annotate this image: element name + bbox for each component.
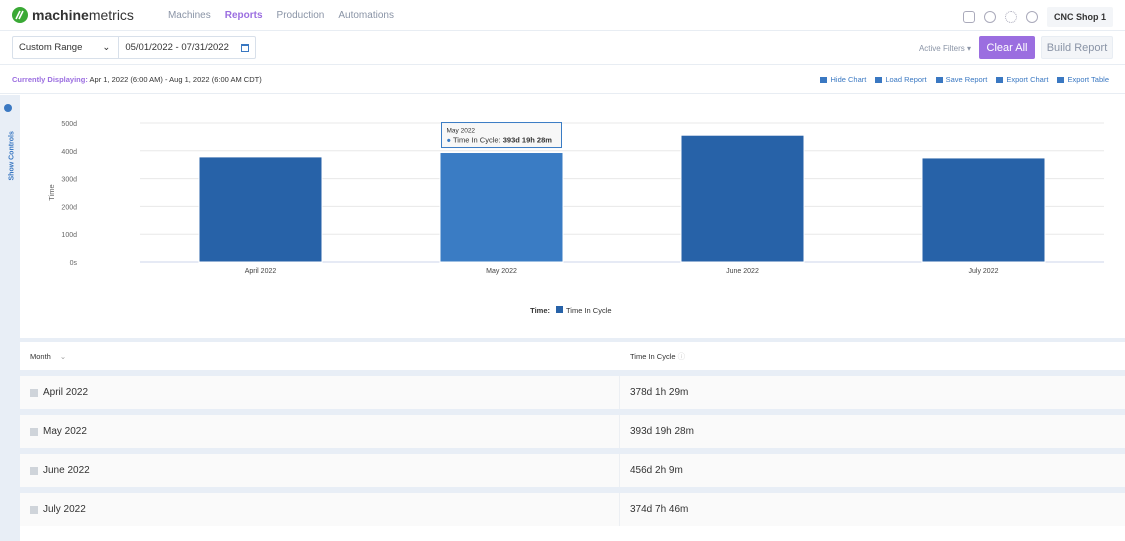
- table-row[interactable]: April 2022 378d 1h 29m: [20, 376, 1125, 409]
- hide-chart-link[interactable]: Hide Chart: [820, 75, 866, 84]
- display-bar: Currently Displaying: Apr 1, 2022 (6:00 …: [0, 65, 1125, 94]
- tooltip-title: May 2022: [447, 128, 476, 135]
- month-value: May 2022: [43, 426, 87, 437]
- header-time-in-cycle[interactable]: Time In Cycle ⓘ: [620, 351, 685, 362]
- show-controls-label[interactable]: Show Controls: [8, 131, 16, 181]
- save-report-link[interactable]: Save Report: [935, 75, 988, 84]
- nav-reports[interactable]: Reports: [224, 9, 263, 21]
- active-filters-dropdown[interactable]: Active Filters ▾: [918, 44, 971, 53]
- x-tick-label: July 2022: [969, 268, 999, 275]
- calendar-icon: [30, 505, 38, 514]
- brand-bold: machine: [32, 7, 89, 23]
- chevron-down-icon: ⌄: [102, 42, 111, 53]
- legend-swatch[interactable]: [556, 306, 563, 313]
- hide-chart-label: Hide Chart: [830, 75, 867, 84]
- range-select[interactable]: Custom Range ⌄: [13, 37, 120, 58]
- display-label: Currently Displaying:: [12, 75, 88, 84]
- table-row[interactable]: May 2022 393d 19h 28m: [20, 415, 1125, 448]
- nav-automations[interactable]: Automations: [338, 9, 394, 21]
- export-table-label: Export Table: [1067, 75, 1109, 84]
- report-toolbar: Custom Range ⌄ 05/01/2022 - 07/31/2022 Ac…: [0, 31, 1125, 65]
- month-value: April 2022: [43, 387, 89, 398]
- calendar-icon[interactable]: [240, 43, 249, 52]
- table-header: Month ⌄ Time In Cycle ⓘ: [20, 342, 1125, 370]
- legend-title: Time:: [530, 306, 550, 315]
- bar[interactable]: [198, 156, 323, 263]
- x-tick-label: April 2022: [245, 268, 277, 275]
- load-report-link[interactable]: Load Report: [875, 75, 927, 84]
- legend-item[interactable]: Time In Cycle: [566, 306, 612, 315]
- chart-icon: [996, 77, 1004, 83]
- tooltip-value: ● Time In Cycle: 393d 19h 28m: [447, 136, 553, 145]
- date-range-value: 05/01/2022 - 07/31/2022: [125, 42, 229, 53]
- logo[interactable]: machinemetrics: [12, 7, 134, 23]
- x-tick-label: June 2022: [726, 268, 759, 275]
- cell-month: July 2022: [20, 493, 620, 526]
- display-range: Apr 1, 2022 (6:00 AM) - Aug 1, 2022 (6:0…: [89, 75, 262, 84]
- bar[interactable]: [439, 152, 564, 263]
- month-value: June 2022: [43, 465, 90, 476]
- bar-chart: 0s 100d 200d 300d 400d 500d Time April 2022 May …: [47, 121, 1104, 315]
- table-row[interactable]: June 2022 456d 2h 9m: [20, 454, 1125, 487]
- folder-icon: [875, 77, 883, 83]
- chevron-down-icon: ⌄: [59, 351, 67, 361]
- y-tick-label: 400d: [61, 149, 77, 156]
- y-tick-label: 300d: [61, 177, 77, 184]
- logo-icon: [12, 7, 28, 23]
- cell-time: 456d 2h 9m: [630, 465, 683, 476]
- date-range-input[interactable]: 05/01/2022 - 07/31/2022: [119, 42, 255, 53]
- gear-icon[interactable]: [1004, 11, 1017, 23]
- info-icon: ⓘ: [677, 351, 686, 361]
- cell-time: 378d 1h 29m: [630, 387, 689, 398]
- y-tick-label: 200d: [61, 204, 77, 211]
- table-row[interactable]: July 2022 374d 7h 46m: [20, 493, 1125, 526]
- integrations-icon[interactable]: [962, 11, 975, 23]
- file-icon: [1057, 77, 1065, 83]
- x-tick-label: May 2022: [486, 268, 517, 275]
- cell-month: June 2022: [20, 454, 620, 487]
- header-month[interactable]: Month ⌄: [20, 342, 620, 370]
- help-icon[interactable]: [983, 11, 996, 23]
- y-tick-label: 500d: [61, 121, 77, 128]
- header-month-label: Month: [30, 351, 51, 361]
- save-icon: [935, 77, 943, 83]
- calendar-icon: [30, 466, 38, 475]
- cell-month: May 2022: [20, 415, 620, 448]
- top-nav: machinemetrics Machines Reports Producti…: [0, 0, 1125, 31]
- show-controls-panel[interactable]: Show Controls: [0, 95, 20, 541]
- range-select-value: Custom Range: [19, 42, 83, 53]
- clear-all-button[interactable]: Clear All: [979, 36, 1035, 59]
- expand-icon[interactable]: [4, 104, 12, 112]
- bar[interactable]: [921, 157, 1046, 263]
- cell-time: 374d 7h 46m: [630, 504, 689, 515]
- data-table: Month ⌄ Time In Cycle ⓘ April 2022 378d 1h…: [20, 338, 1125, 526]
- shop-selector[interactable]: CNC Shop 1: [1046, 7, 1113, 27]
- cell-month: April 2022: [20, 376, 620, 409]
- y-axis-label: Time: [47, 184, 56, 200]
- export-table-link[interactable]: Export Table: [1057, 75, 1109, 84]
- nav-machines[interactable]: Machines: [167, 9, 211, 21]
- user-icon[interactable]: [1025, 11, 1038, 23]
- chart-icon: [820, 77, 828, 83]
- load-report-label: Load Report: [885, 75, 927, 84]
- calendar-icon: [30, 427, 38, 436]
- save-report-label: Save Report: [945, 75, 988, 84]
- active-filters-label: Active Filters: [918, 44, 965, 53]
- bar[interactable]: [680, 134, 805, 263]
- y-tick-label: 0s: [70, 260, 78, 267]
- brand-light: metrics: [88, 7, 134, 23]
- export-chart-label: Export Chart: [1006, 75, 1049, 84]
- y-tick-label: 100d: [61, 232, 77, 239]
- calendar-icon: [30, 388, 38, 397]
- cell-time: 393d 19h 28m: [630, 426, 694, 437]
- build-report-button[interactable]: Build Report: [1041, 36, 1113, 59]
- export-chart-link[interactable]: Export Chart: [996, 75, 1048, 84]
- header-time-label: Time In Cycle: [630, 351, 676, 361]
- month-value: July 2022: [43, 504, 86, 515]
- tooltip: [441, 122, 562, 149]
- nav-production[interactable]: Production: [276, 9, 325, 21]
